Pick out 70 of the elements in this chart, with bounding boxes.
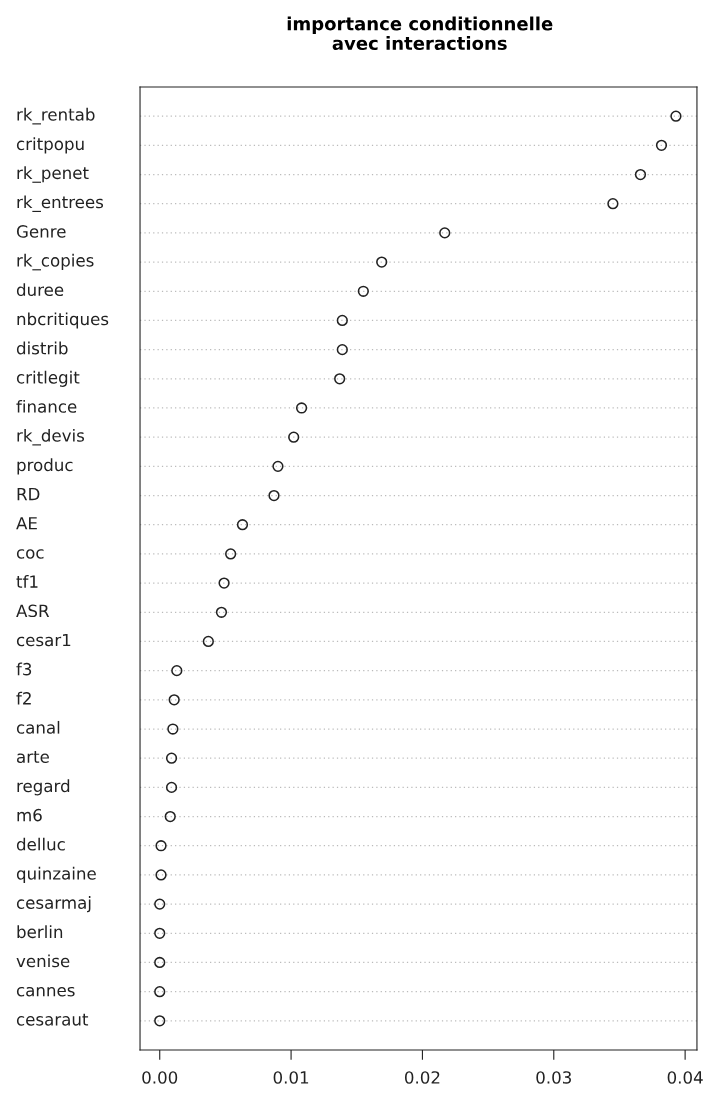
point: [272, 460, 284, 472]
point: [155, 840, 167, 852]
y-tick-label: critlegit: [16, 370, 80, 387]
y-tick-label: cesar1: [16, 633, 71, 647]
point: [336, 314, 348, 327]
point: [155, 869, 167, 881]
y-tick-label: rk_copies: [17, 253, 94, 271]
point: [154, 898, 166, 910]
y-tick-label: m6: [17, 808, 42, 822]
y-tick-label: cesarmaj: [16, 896, 91, 913]
y-tick-label: finance: [16, 399, 77, 413]
chart-title: importance conditionnelle avec interactions: [287, 16, 553, 51]
point: [164, 810, 176, 823]
y-tick-label: produc: [17, 458, 73, 475]
point: [634, 168, 647, 181]
point: [218, 577, 230, 589]
point: [154, 956, 166, 969]
point: [225, 548, 237, 560]
y-tick-label: f2: [16, 691, 31, 705]
point: [655, 139, 668, 151]
point: [154, 986, 166, 998]
y-tick-label: critpopu: [16, 137, 84, 154]
point: [268, 489, 280, 502]
point: [439, 227, 451, 239]
point: [154, 927, 166, 939]
point: [236, 519, 249, 531]
point: [215, 606, 228, 618]
y-tick-label: rk_entrees: [17, 195, 104, 213]
x-tick-label: 0.04: [667, 1071, 703, 1084]
point: [336, 344, 348, 356]
y-tick-label: berlin: [17, 925, 63, 939]
y-tick-label: rk_rentab: [17, 107, 95, 125]
y-tick-label: tf1: [16, 575, 38, 588]
y-tick-label: distrib: [16, 341, 68, 355]
point: [154, 1015, 166, 1027]
y-tick-label: nbcritiques: [17, 312, 109, 329]
point: [288, 431, 300, 443]
y-tick-label: cesaraut: [16, 1013, 89, 1026]
x-tick-label: 0.02: [404, 1071, 440, 1084]
point: [168, 694, 180, 706]
y-tick-label: cannes: [16, 986, 75, 997]
point: [607, 198, 619, 210]
point: [670, 110, 682, 122]
y-tick-label: delluc: [16, 837, 65, 851]
point: [165, 781, 178, 794]
y-tick-label: canal: [16, 720, 60, 734]
point: [334, 373, 346, 385]
point: [171, 665, 183, 677]
y-tick-label: Genre: [16, 225, 66, 238]
y-tick-label: f3: [16, 662, 32, 676]
y-tick-label: rk_penet: [17, 166, 89, 183]
point: [167, 723, 179, 735]
y-tick-label: RD: [17, 487, 40, 501]
y-tick-label: coc: [16, 549, 44, 559]
x-tick-label: 0.03: [536, 1071, 571, 1084]
point: [295, 402, 308, 414]
point: [376, 256, 388, 268]
y-tick-label: AE: [16, 517, 37, 530]
y-tick-label: regard: [17, 779, 70, 796]
x-tick-label: 0.00: [142, 1071, 178, 1084]
point: [165, 752, 178, 764]
y-tick-label: duree: [16, 283, 64, 297]
y-tick-label: rk_devis: [17, 428, 85, 446]
point: [202, 635, 214, 648]
point: [357, 285, 369, 297]
y-tick-label: arte: [17, 751, 49, 764]
y-tick-label: ASR: [16, 604, 50, 618]
y-tick-label: quinzaine: [16, 866, 96, 883]
x-tick-label: 0.01: [273, 1071, 309, 1084]
y-tick-label: venise: [16, 954, 70, 968]
